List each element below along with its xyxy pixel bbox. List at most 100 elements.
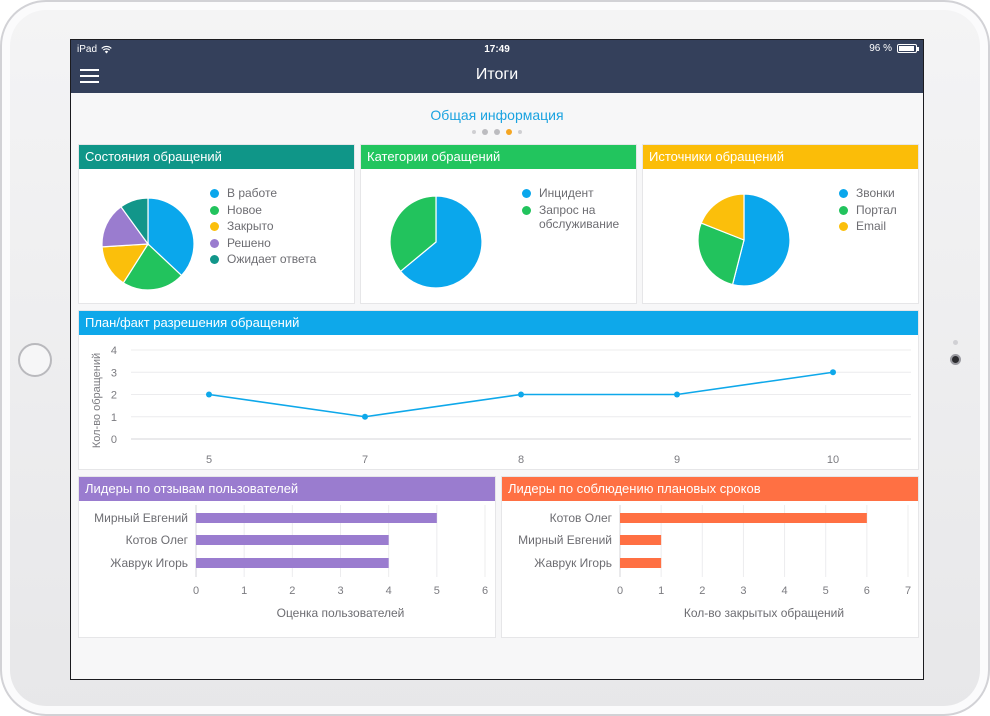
legend-swatch: [210, 222, 219, 231]
data-point[interactable]: [362, 413, 368, 420]
legend-item[interactable]: Email: [839, 219, 897, 236]
data-point[interactable]: [206, 391, 212, 398]
section-title: Общая информация: [430, 107, 564, 123]
legend-item[interactable]: В работе: [210, 186, 316, 203]
category-label: Жаврук Игорь: [534, 556, 612, 570]
front-sensor: [953, 340, 958, 345]
bar[interactable]: [196, 513, 437, 523]
y-tick-label: 2: [111, 390, 117, 402]
legend-item[interactable]: Инцидент: [522, 186, 632, 203]
bar[interactable]: [196, 535, 389, 545]
pie-slice[interactable]: [147, 197, 195, 277]
legend-sources: Звонки Портал Email: [839, 186, 897, 236]
x-tick-label: 0: [617, 585, 623, 597]
legend-item[interactable]: Закрыто: [210, 219, 316, 236]
x-tick-label: 0: [193, 585, 199, 597]
x-tick-label: 4: [386, 585, 392, 597]
pie-slice[interactable]: [697, 222, 745, 286]
y-axis-label: Кол-во обращений: [91, 353, 103, 448]
category-label: Котов Олег: [126, 533, 189, 547]
legend-swatch: [210, 205, 219, 215]
y-tick-label: 3: [111, 367, 117, 379]
x-axis-label: Оценка пользователей: [277, 606, 405, 620]
legend-item[interactable]: Решено: [210, 236, 316, 253]
bar-chart-leaders-deadline: 0 1 2 3 4 5 6 7 Котов Олег Мирный Евгений Жаврук И…: [518, 505, 911, 620]
page-dot[interactable]: [482, 129, 488, 135]
x-tick-label: 6: [482, 585, 488, 597]
card-header: Источники обращений: [643, 145, 918, 169]
legend-swatch: [210, 255, 219, 264]
status-bar-left: iPad: [77, 44, 112, 55]
x-tick-label: 8: [518, 454, 524, 466]
x-tick-label: 5: [823, 585, 829, 597]
bar[interactable]: [620, 513, 867, 523]
pie-slice[interactable]: [122, 243, 183, 291]
legend-item[interactable]: Запрос на обслуживание: [522, 203, 632, 235]
x-tick-label: 6: [864, 585, 870, 597]
x-tick-label: 2: [699, 585, 705, 597]
x-tick-label: 5: [434, 585, 440, 597]
pie-slice[interactable]: [731, 193, 791, 287]
page-dot[interactable]: [518, 130, 522, 134]
y-tick-label: 0: [111, 434, 117, 446]
bar[interactable]: [620, 535, 662, 545]
status-bar: iPad 17:49 96 %: [71, 40, 923, 60]
bar-chart-leaders-rating: 0 1 2 3 4 5 6 Мирный Евгений Котов Олег Жаврук Иг…: [94, 505, 488, 620]
legend-item[interactable]: Ожидает ответа: [210, 252, 316, 269]
card-header: План/факт разрешения обращений: [79, 311, 918, 335]
bar[interactable]: [196, 558, 389, 568]
clock: 17:49: [484, 44, 510, 55]
page-indicator[interactable]: [71, 129, 923, 135]
legend-states: В работе Новое Закрыто Решено Ожидает ответа: [210, 186, 316, 269]
legend-label: Инцидент: [539, 186, 594, 200]
legend-swatch: [839, 205, 848, 215]
x-tick-label: 2: [289, 585, 295, 597]
card-header: Состояния обращений: [79, 145, 354, 169]
legend-swatch: [210, 189, 219, 198]
card-header: Категории обращений: [361, 145, 636, 169]
pie-slice[interactable]: [399, 195, 483, 289]
legend-item[interactable]: Звонки: [839, 186, 897, 203]
legend-item[interactable]: Новое: [210, 203, 316, 220]
legend-label: Портал: [856, 202, 897, 217]
x-tick-label: 7: [362, 454, 368, 466]
pie-slice[interactable]: [101, 205, 150, 248]
page-dot[interactable]: [494, 129, 500, 135]
legend-swatch: [522, 189, 531, 198]
pie-chart-sources: [697, 193, 791, 287]
legend-item[interactable]: Портал: [839, 203, 897, 220]
legend-label: В работе: [227, 186, 278, 200]
pie-slice[interactable]: [120, 197, 149, 246]
page-dot-active[interactable]: [506, 129, 512, 135]
x-tick-label: 10: [827, 454, 839, 466]
card-request-sources: Источники обращений Звонки Портал Email: [642, 144, 919, 304]
y-tick-label: 1: [111, 412, 117, 424]
home-button[interactable]: [18, 343, 52, 377]
device-name: iPad: [77, 44, 98, 55]
screen: iPad 17:49 96 % Итоги Общая информация: [70, 39, 924, 680]
pie-slice[interactable]: [389, 195, 437, 273]
card-plan-fact: План/факт разрешения обращений 0 1 2 3 4 5 7 8 9…: [78, 310, 919, 470]
x-tick-label: 3: [740, 585, 746, 597]
pie-slice[interactable]: [700, 193, 745, 241]
x-tick-label: 1: [241, 585, 247, 597]
page-dot[interactable]: [472, 130, 476, 134]
category-label: Мирный Евгений: [94, 511, 188, 525]
data-point[interactable]: [518, 391, 524, 398]
data-point[interactable]: [830, 369, 836, 376]
x-tick-label: 5: [206, 454, 212, 466]
card-request-categories: Категории обращений Инцидент Запрос на об…: [360, 144, 637, 304]
legend-label: Новое: [227, 202, 262, 217]
nav-bar: Итоги: [71, 60, 923, 93]
legend-swatch: [210, 238, 219, 248]
y-tick-label: 4: [111, 345, 117, 357]
menu-icon[interactable]: [80, 69, 99, 83]
bar[interactable]: [620, 558, 662, 568]
card-leaders-deadline: Лидеры по соблюдению плановых сроков 0 1 2…: [501, 476, 919, 638]
card-header: Лидеры по отзывам пользователей: [79, 477, 495, 501]
legend-label: Email: [856, 219, 887, 233]
category-label: Котов Олег: [550, 511, 613, 525]
x-axis-label: Кол-во закрытых обращений: [684, 606, 844, 620]
data-point[interactable]: [674, 391, 680, 398]
